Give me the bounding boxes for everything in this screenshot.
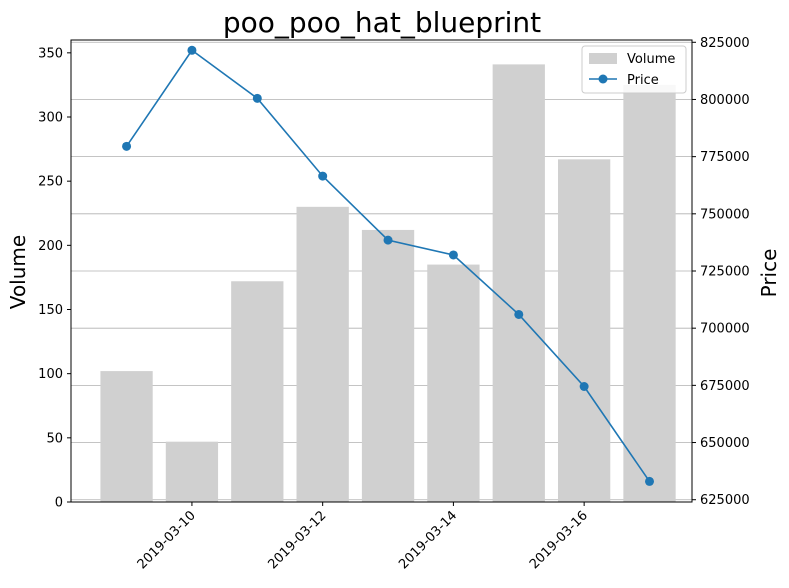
legend-price-marker: [598, 74, 608, 84]
y-tick-label: 350: [38, 46, 63, 61]
y-axis-title: Volume: [6, 235, 30, 309]
y-tick-label: 0: [55, 496, 63, 511]
y-tick-label: 300: [38, 111, 63, 126]
x-tick-label: 2019-03-12: [265, 508, 329, 572]
price-point: [187, 45, 197, 55]
y-tick-label: 200: [38, 239, 63, 254]
legend: Volume Price: [581, 45, 687, 94]
price-line-layer: [122, 45, 655, 486]
price-point: [252, 93, 262, 103]
volume-bar: [231, 281, 284, 502]
volume-bar: [427, 264, 480, 502]
y2-tick-label: 825000: [700, 36, 750, 51]
volume-bar: [361, 229, 415, 502]
price-point: [579, 382, 589, 391]
chart-text: poo_poo_hat_blueprint Volume Price: [6, 6, 781, 309]
y2-tick-label: 650000: [700, 436, 750, 451]
volume-bar: [623, 84, 676, 503]
y2-tick-label: 800000: [700, 93, 750, 108]
y2-tick-label: 725000: [700, 265, 750, 280]
legend-volume-label: Volume: [627, 52, 675, 67]
price-point: [318, 171, 328, 181]
price-point: [645, 476, 655, 486]
volume-bar: [165, 441, 219, 502]
price-point: [383, 235, 393, 245]
volume-bars: [100, 64, 676, 503]
y-tick-label: 100: [38, 367, 63, 382]
y-tick-label: 150: [38, 303, 63, 318]
y-tick-label: 250: [38, 175, 63, 190]
x-tick-label: 2019-03-16: [527, 508, 591, 572]
y2-tick-label: 625000: [700, 493, 750, 508]
price-point: [122, 141, 132, 151]
volume-bar: [557, 159, 611, 502]
legend-price-label: Price: [627, 73, 659, 88]
y2-tick-label: 775000: [700, 150, 750, 165]
chart-title: poo_poo_hat_blueprint: [223, 6, 541, 39]
volume-bar: [100, 371, 153, 502]
y2-tick-label: 700000: [700, 322, 750, 337]
x-tick-label: 2019-03-10: [135, 508, 199, 572]
price-point: [448, 250, 458, 260]
x-tick-label: 2019-03-14: [396, 508, 460, 572]
volume-bar: [296, 206, 349, 503]
price-point: [514, 309, 524, 319]
y-tick-label: 50: [46, 431, 63, 446]
volume-bar: [492, 64, 545, 502]
legend-volume-swatch: [589, 53, 617, 64]
y2-axis-title: Price: [757, 249, 781, 298]
y2-tick-label: 675000: [700, 379, 750, 394]
y2-tick-label: 750000: [700, 207, 750, 222]
